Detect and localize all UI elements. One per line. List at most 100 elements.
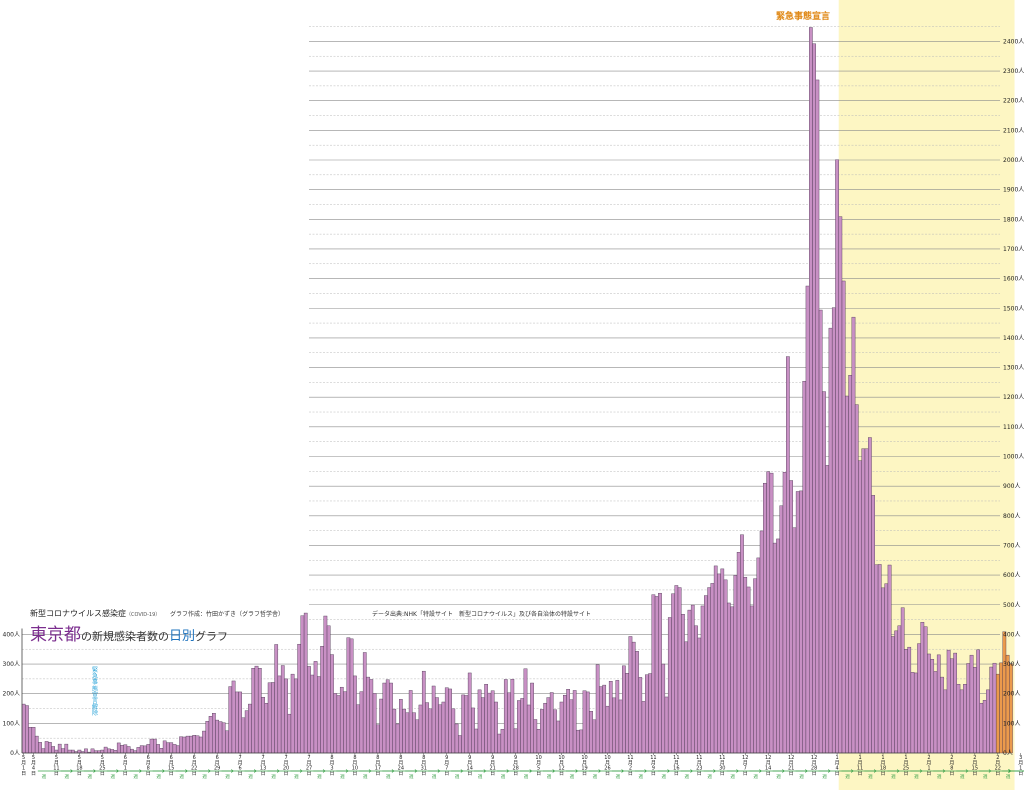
bar	[454, 723, 459, 754]
y-tick-label-left: 400人	[3, 631, 20, 638]
bar	[54, 749, 59, 754]
bar	[707, 587, 712, 754]
bar	[802, 380, 807, 754]
week-marker-label: 週	[639, 773, 644, 780]
bar	[638, 677, 643, 754]
bar	[730, 606, 734, 754]
bar	[34, 735, 39, 754]
week-marker-label: 週	[868, 773, 873, 780]
bar	[215, 719, 220, 754]
week-marker-label: 週	[570, 773, 575, 780]
bar	[287, 713, 292, 754]
bar	[891, 636, 895, 754]
bar	[553, 709, 557, 754]
bar	[248, 703, 252, 754]
x-tick-label: 8 月 24 日	[398, 755, 404, 777]
bar	[631, 641, 636, 754]
bar	[294, 678, 298, 754]
bar	[412, 712, 416, 754]
week-marker-label: 週	[179, 773, 184, 780]
bar	[959, 689, 964, 754]
bar	[933, 671, 938, 754]
bar	[605, 705, 610, 754]
bar	[205, 721, 210, 754]
bar	[602, 684, 607, 754]
bar	[435, 697, 439, 754]
x-tick-label: 2 月 15 日	[972, 755, 978, 777]
bar	[274, 644, 279, 754]
y-tick-label-right: 500人	[1003, 602, 1020, 609]
bar	[746, 586, 751, 754]
week-marker-label: 週	[478, 773, 483, 780]
bar	[84, 748, 88, 754]
bar	[749, 605, 754, 754]
week-marker-label: 週	[616, 773, 621, 780]
title-middle: の新規感染者数の	[81, 630, 169, 643]
bar	[533, 719, 538, 754]
y-tick-label-right: 2300人	[1003, 68, 1024, 75]
bar	[28, 727, 33, 754]
x-tick-label: 10 月 12 日	[558, 755, 564, 777]
bar	[284, 678, 288, 754]
bar	[648, 673, 652, 754]
week-marker-label: 週	[524, 773, 529, 780]
bar	[687, 609, 692, 754]
y-tick-label-right: 400人	[1003, 631, 1020, 638]
bar	[799, 490, 803, 754]
bar	[474, 728, 479, 754]
bar	[464, 695, 469, 754]
bar	[674, 585, 679, 754]
chart-subtitle-note: （COVID-19）	[126, 612, 161, 618]
y-tick-label-right: 1700人	[1003, 246, 1024, 253]
week-marker-label: 週	[593, 773, 598, 780]
bar	[881, 587, 885, 754]
bar	[618, 699, 623, 754]
bar	[694, 625, 698, 754]
bar	[303, 612, 308, 754]
bar	[943, 689, 948, 754]
bar	[221, 722, 226, 754]
bar	[628, 636, 633, 754]
bar	[185, 735, 190, 754]
bar	[566, 689, 570, 754]
bar	[254, 665, 259, 754]
bar	[503, 679, 508, 754]
bar	[763, 482, 767, 754]
bar	[913, 672, 918, 754]
bar	[569, 699, 574, 754]
bar	[900, 607, 905, 754]
bar	[828, 327, 833, 754]
bar	[38, 742, 42, 754]
bar	[704, 595, 708, 754]
bar	[589, 710, 593, 754]
bar	[999, 662, 1003, 754]
bar	[64, 743, 69, 754]
bar	[116, 742, 121, 754]
x-tick-label: 6 月 22 日	[191, 755, 197, 777]
week-marker-label: 週	[684, 773, 689, 780]
bar	[451, 708, 456, 754]
bar	[917, 643, 921, 754]
bar	[192, 735, 197, 754]
bar	[549, 692, 554, 754]
x-tick-label: 7 月 27 日	[306, 755, 312, 777]
bar	[956, 684, 961, 754]
bar	[280, 665, 285, 754]
bar	[884, 583, 889, 754]
bar	[526, 704, 531, 754]
bar	[359, 691, 364, 754]
week-marker-label: 週	[248, 773, 253, 780]
y-tick-label-right: 1100人	[1003, 424, 1024, 431]
bar	[67, 749, 72, 754]
bar	[399, 699, 403, 754]
title-prefecture: 東京都	[30, 625, 81, 645]
y-tick-label-right: 1300人	[1003, 365, 1024, 372]
y-tick-label-right: 900人	[1003, 483, 1020, 490]
bar	[44, 741, 49, 754]
bar	[845, 395, 849, 754]
bar	[818, 309, 823, 754]
bar	[779, 505, 784, 754]
week-marker-label: 週	[386, 773, 391, 780]
week-marker-label: 週	[432, 773, 437, 780]
